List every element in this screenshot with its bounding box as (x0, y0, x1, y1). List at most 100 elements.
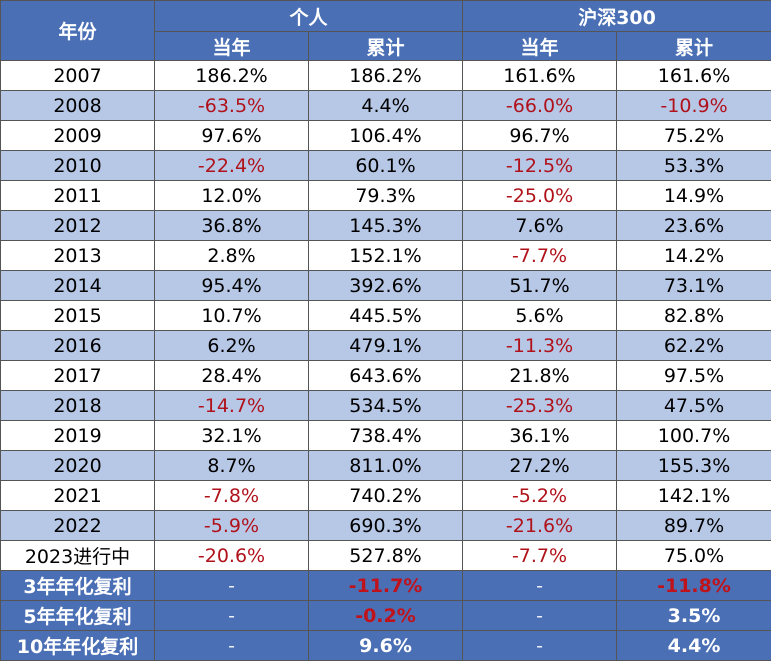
csi300-cumulative-cell: 75.2% (616, 120, 771, 151)
csi300-current-cell: -12.5% (462, 150, 618, 181)
csi300-current-cell: -66.0% (462, 90, 618, 121)
table-row: 2010 -22.4% 60.1% -12.5% 53.3% (0, 150, 771, 181)
csi300-cumulative-cell: 53.3% (616, 150, 771, 181)
csi300-current-header: 当年 (462, 31, 618, 61)
summary-row: 3年年化复利 - -11.7% - -11.8% (0, 570, 771, 601)
csi300-cumulative-cell: 155.3% (616, 450, 771, 481)
csi300-current-cell: -7.7% (462, 540, 618, 571)
csi300-current-cell: 21.8% (462, 360, 618, 391)
csi300-current-summary-cell: - (462, 570, 618, 601)
personal-cumulative-cell: 738.4% (307, 420, 464, 451)
personal-current-cell: -7.8% (154, 480, 309, 511)
table-row: 2022 -5.9% 690.3% -21.6% 89.7% (0, 510, 771, 541)
year-cell: 2014 (0, 270, 155, 301)
personal-current-cell: 2.8% (154, 240, 309, 271)
csi300-current-cell: -21.6% (462, 510, 618, 541)
csi300-cumulative-header: 累计 (616, 31, 771, 61)
personal-cumulative-cell: 106.4% (307, 120, 464, 151)
personal-cumulative-cell: 811.0% (307, 450, 464, 481)
year-cell: 2015 (0, 300, 155, 331)
csi300-current-cell: 51.7% (462, 270, 618, 301)
personal-group-header: 个人 (153, 0, 464, 32)
csi300-current-cell: 36.1% (462, 420, 618, 451)
personal-cumulative-summary-cell: 9.6% (307, 630, 464, 661)
csi300-cumulative-cell: 14.2% (616, 240, 771, 271)
csi300-cumulative-cell: 47.5% (616, 390, 771, 421)
personal-cumulative-header: 累计 (307, 31, 464, 61)
table-row: 2016 6.2% 479.1% -11.3% 62.2% (0, 330, 771, 361)
table-row: 2014 95.4% 392.6% 51.7% 73.1% (0, 270, 771, 301)
year-cell: 2008 (0, 90, 155, 121)
personal-current-cell: 6.2% (154, 330, 309, 361)
personal-current-cell: 97.6% (154, 120, 309, 151)
table-row: 2008 -63.5% 4.4% -66.0% -10.9% (0, 90, 771, 121)
table-row: 2023进行中 -20.6% 527.8% -7.7% 75.0% (0, 540, 771, 571)
summary-row: 5年年化复利 - -0.2% -3.5% (0, 600, 771, 631)
csi300-cumulative-summary-cell: 4.4% (616, 630, 771, 661)
personal-current-cell: 8.7% (154, 450, 309, 481)
summary-label-cell: 5年年化复利 (0, 600, 155, 631)
personal-current-cell: 28.4% (154, 360, 309, 391)
csi300-current-cell: 5.6% (462, 300, 618, 331)
personal-cumulative-cell: 186.2% (307, 60, 464, 91)
year-cell: 2022 (0, 510, 155, 541)
csi300-cumulative-cell: 97.5% (616, 360, 771, 391)
csi300-current-cell: -25.0% (462, 180, 618, 211)
personal-cumulative-cell: 740.2% (307, 480, 464, 511)
table-row: 2011 12.0% 79.3% -25.0% 14.9% (0, 180, 771, 211)
personal-cumulative-cell: 392.6% (307, 270, 464, 301)
personal-current-cell: -63.5% (154, 90, 309, 121)
table-row: 2018 -14.7% 534.5% -25.3% 47.5% (0, 390, 771, 421)
personal-current-cell: -22.4% (154, 150, 309, 181)
year-cell: 2007 (0, 60, 155, 91)
csi300-cumulative-cell: 75.0% (616, 540, 771, 571)
year-cell: 2023进行中 (0, 540, 155, 571)
csi300-cumulative-cell: 82.8% (616, 300, 771, 331)
csi300-cumulative-summary-cell: 3.5% (616, 600, 771, 631)
csi300-current-cell: 7.6% (462, 210, 618, 241)
year-cell: 2010 (0, 150, 155, 181)
personal-current-summary-cell: - (154, 570, 309, 601)
csi300-cumulative-cell: -10.9% (616, 90, 771, 121)
personal-current-cell: -5.9% (154, 510, 309, 541)
csi300-current-cell: 27.2% (462, 450, 618, 481)
personal-cumulative-cell: 79.3% (307, 180, 464, 211)
csi300-current-cell: -7.7% (462, 240, 618, 271)
csi300-current-cell: -25.3% (462, 390, 618, 421)
table-row: 2007 186.2% 186.2% 161.6% 161.6% (0, 60, 771, 91)
csi300-cumulative-cell: 73.1% (616, 270, 771, 301)
personal-current-cell: 12.0% (154, 180, 309, 211)
summary-row: 10年年化复利 -9.6% -4.4% (0, 630, 771, 661)
year-cell: 2020 (0, 450, 155, 481)
table-row: 2017 28.4% 643.6% 21.8% 97.5% (0, 360, 771, 391)
csi300-cumulative-cell: 100.7% (616, 420, 771, 451)
personal-current-summary-cell: - (154, 630, 309, 661)
table-row: 2012 36.8% 145.3% 7.6% 23.6% (0, 210, 771, 241)
personal-current-cell: 186.2% (154, 60, 309, 91)
personal-current-cell: 10.7% (154, 300, 309, 331)
year-cell: 2016 (0, 330, 155, 361)
personal-cumulative-summary-cell: -11.7% (307, 570, 464, 601)
csi300-cumulative-cell: 14.9% (616, 180, 771, 211)
csi300-cumulative-cell: 62.2% (616, 330, 771, 361)
year-cell: 2017 (0, 360, 155, 391)
year-cell: 2013 (0, 240, 155, 271)
csi300-current-summary-cell: - (462, 630, 618, 661)
table-row: 2009 97.6% 106.4% 96.7% 75.2% (0, 120, 771, 151)
table-row: 2013 2.8% 152.1% -7.7% 14.2% (0, 240, 771, 271)
csi300-cumulative-cell: 161.6% (616, 60, 771, 91)
year-cell: 2018 (0, 390, 155, 421)
table-row: 2015 10.7% 445.5% 5.6% 82.8% (0, 300, 771, 331)
personal-current-summary-cell: - (154, 600, 309, 631)
csi300-cumulative-cell: 89.7% (616, 510, 771, 541)
csi300-cumulative-cell: 23.6% (616, 210, 771, 241)
csi300-current-cell: -5.2% (462, 480, 618, 511)
summary-label-cell: 3年年化复利 (0, 570, 155, 601)
personal-cumulative-cell: 690.3% (307, 510, 464, 541)
personal-current-header: 当年 (154, 31, 309, 61)
year-cell: 2021 (0, 480, 155, 511)
table-row: 2020 8.7% 811.0% 27.2% 155.3% (0, 450, 771, 481)
year-column-header: 年份 (0, 0, 155, 61)
personal-current-cell: -14.7% (154, 390, 309, 421)
